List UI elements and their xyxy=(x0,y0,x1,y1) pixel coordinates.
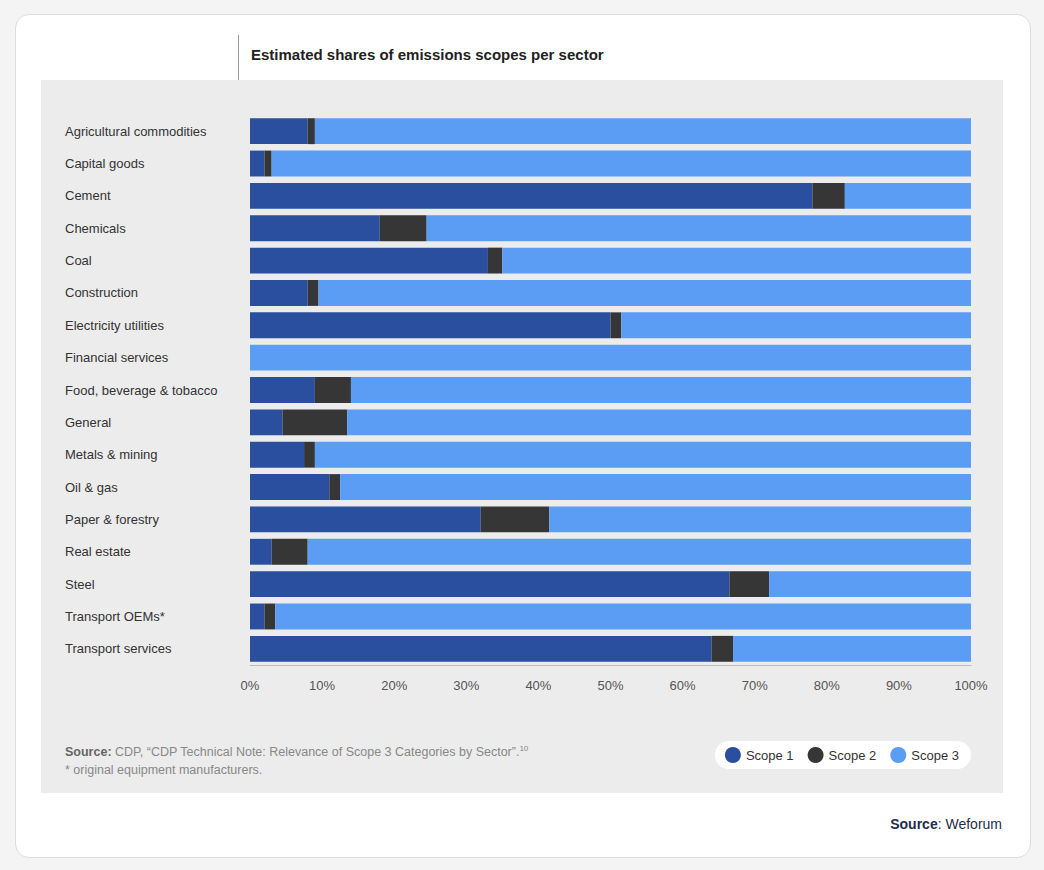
svg-text:Financial services: Financial services xyxy=(65,350,169,365)
svg-text:70%: 70% xyxy=(742,678,768,693)
svg-text:Paper & forestry: Paper & forestry xyxy=(65,512,159,527)
svg-text:Scope 1: Scope 1 xyxy=(746,748,794,763)
svg-text:Steel: Steel xyxy=(65,577,95,592)
svg-text:Electricity utilities: Electricity utilities xyxy=(65,318,164,333)
html-text:* original equipment manufactu: * original equipment manufacturers. xyxy=(65,763,263,778)
svg-text:Coal: Coal xyxy=(65,253,92,268)
svg-text:Agricultural commodities: Agricultural commodities xyxy=(65,124,207,139)
svg-text:Capital goods: Capital goods xyxy=(65,156,145,171)
html-text:Source: CDP, “CDP Technical No: Source: CDP, “CDP Technical Note: Releva… xyxy=(65,744,529,760)
html-text:Source: Weforum: Source: Weforum xyxy=(890,816,1002,832)
svg-text:10%: 10% xyxy=(309,678,335,693)
html-text:Estimated shares of emissions: Estimated shares of emissions scopes per… xyxy=(251,46,604,63)
svg-text:80%: 80% xyxy=(814,678,840,693)
svg-text:0%: 0% xyxy=(241,678,260,693)
svg-text:90%: 90% xyxy=(886,678,912,693)
svg-text:Construction: Construction xyxy=(65,285,138,300)
svg-text:Chemicals: Chemicals xyxy=(65,221,126,236)
svg-text:Food, beverage & tobacco: Food, beverage & tobacco xyxy=(65,383,218,398)
svg-text:100%: 100% xyxy=(954,678,988,693)
svg-text:60%: 60% xyxy=(670,678,696,693)
svg-text:Scope 3: Scope 3 xyxy=(911,748,959,763)
svg-text:Scope 2: Scope 2 xyxy=(829,748,877,763)
svg-text:40%: 40% xyxy=(525,678,551,693)
svg-text:Transport OEMs*: Transport OEMs* xyxy=(65,609,165,624)
svg-text:Cement: Cement xyxy=(65,188,111,203)
svg-text:General: General xyxy=(65,415,111,430)
svg-text:Transport services: Transport services xyxy=(65,641,172,656)
svg-text:50%: 50% xyxy=(597,678,623,693)
svg-text:20%: 20% xyxy=(381,678,407,693)
svg-text:Metals & mining: Metals & mining xyxy=(65,447,157,462)
svg-text:Oil & gas: Oil & gas xyxy=(65,480,118,495)
svg-text:Real estate: Real estate xyxy=(65,544,131,559)
svg-text:30%: 30% xyxy=(453,678,479,693)
